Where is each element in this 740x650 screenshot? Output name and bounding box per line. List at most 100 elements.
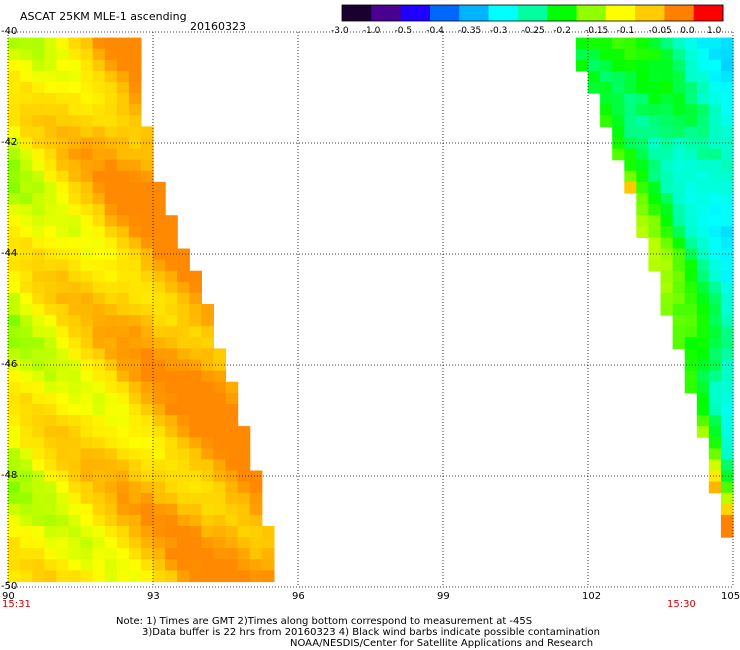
heatmap-cell: [708, 70, 722, 83]
heatmap-cell: [177, 459, 190, 472]
heatmap-cell: [104, 93, 118, 105]
heatmap-cell: [213, 348, 227, 361]
heatmap-cell: [8, 237, 21, 250]
heatmap-cell: [80, 526, 94, 538]
heatmap-cell: [165, 448, 178, 460]
heatmap-cell: [720, 459, 734, 472]
heatmap-cell: [116, 159, 130, 172]
colorbar-label: -0.4: [426, 26, 444, 36]
heatmap-cell: [8, 159, 21, 172]
heatmap-cell: [68, 326, 82, 338]
heatmap-cell: [165, 226, 178, 238]
heatmap-cell: [128, 193, 142, 205]
heatmap-cell: [165, 415, 178, 427]
heatmap-cell: [116, 337, 130, 349]
heatmap-cell: [128, 415, 142, 427]
heatmap-cell: [588, 48, 601, 61]
heatmap-cell: [696, 415, 710, 427]
heatmap-cell: [612, 37, 625, 50]
heatmap-cell: [696, 159, 710, 172]
heatmap-cell: [8, 304, 21, 316]
heatmap-cell: [128, 104, 142, 116]
heatmap-cell: [153, 415, 166, 427]
heatmap-cell: [636, 93, 649, 105]
heatmap-cell: [104, 304, 118, 316]
heatmap-cell: [261, 559, 275, 571]
heatmap-cell: [140, 181, 154, 194]
heatmap-cell: [104, 148, 118, 161]
heatmap-cell: [20, 115, 33, 127]
heatmap-cell: [237, 426, 251, 438]
heatmap-cell: [213, 559, 227, 571]
heatmap-cell: [237, 548, 251, 560]
heatmap-cell: [189, 537, 202, 549]
heatmap-cell: [720, 503, 734, 516]
heatmap-cell: [672, 59, 686, 72]
heatmap-cell: [696, 93, 710, 105]
heatmap-cell: [128, 148, 142, 161]
heatmap-cell: [20, 426, 33, 438]
heatmap-cell: [20, 403, 33, 416]
heatmap-cell: [68, 204, 82, 216]
heatmap-cell: [636, 170, 649, 183]
heatmap-cell: [104, 215, 118, 227]
heatmap-cell: [104, 426, 118, 438]
heatmap-cell: [128, 370, 142, 383]
heatmap-cell: [684, 126, 698, 139]
heatmap-cell: [684, 281, 698, 294]
heatmap-cell: [80, 193, 94, 205]
heatmap-cell: [213, 415, 227, 427]
heatmap-cell: [213, 437, 227, 449]
heatmap-cell: [104, 259, 118, 272]
x-tick-label: 93: [147, 591, 160, 602]
heatmap-cell: [128, 126, 142, 139]
heatmap-cell: [720, 115, 734, 127]
heatmap-cell: [177, 492, 190, 505]
colorbar-swatch: [517, 5, 548, 21]
heatmap-cell: [165, 470, 178, 483]
heatmap-cell: [80, 59, 94, 72]
heatmap-cell: [249, 514, 263, 527]
colorbar: [341, 4, 724, 22]
heatmap-cell: [201, 392, 214, 405]
heatmap-cell: [165, 337, 178, 349]
heatmap-cell: [708, 159, 722, 172]
colorbar-swatch: [488, 5, 519, 21]
heatmap-cell: [153, 548, 166, 560]
heatmap-cell: [68, 48, 82, 61]
heatmap-cell: [20, 392, 33, 405]
heatmap-cell: [92, 537, 106, 549]
heatmap-cell: [8, 448, 21, 460]
heatmap-cell: [177, 270, 190, 283]
heatmap-cell: [116, 415, 130, 427]
heatmap-cell: [128, 426, 142, 438]
heatmap-cell: [696, 181, 710, 194]
heatmap-cell: [92, 570, 106, 583]
heatmap-cell: [225, 537, 239, 549]
heatmap-cell: [128, 37, 142, 50]
heatmap-cell: [44, 48, 57, 61]
heatmap-cell: [104, 570, 118, 583]
heatmap-cell: [213, 548, 227, 560]
heatmap-cell: [8, 226, 21, 238]
x-tick-label: 99: [437, 591, 450, 602]
heatmap-cell: [153, 459, 166, 472]
heatmap-cell: [104, 514, 118, 527]
heatmap-cell: [92, 126, 106, 139]
heatmap-cell: [189, 292, 202, 305]
heatmap-cell: [720, 204, 734, 216]
heatmap-cell: [249, 559, 263, 571]
heatmap-cell: [20, 48, 33, 61]
heatmap-cell: [140, 193, 154, 205]
heatmap-cell: [153, 426, 166, 438]
heatmap-cell: [672, 337, 686, 349]
heatmap-cell: [720, 148, 734, 161]
heatmap-cell: [672, 37, 686, 50]
heatmap-cell: [32, 337, 45, 349]
heatmap-cell: [116, 48, 130, 61]
x-tick-label: 105: [721, 591, 740, 602]
heatmap-cell: [68, 392, 82, 405]
heatmap-cell: [20, 104, 33, 116]
heatmap-cell: [8, 181, 21, 194]
heatmap-cell: [8, 503, 21, 516]
